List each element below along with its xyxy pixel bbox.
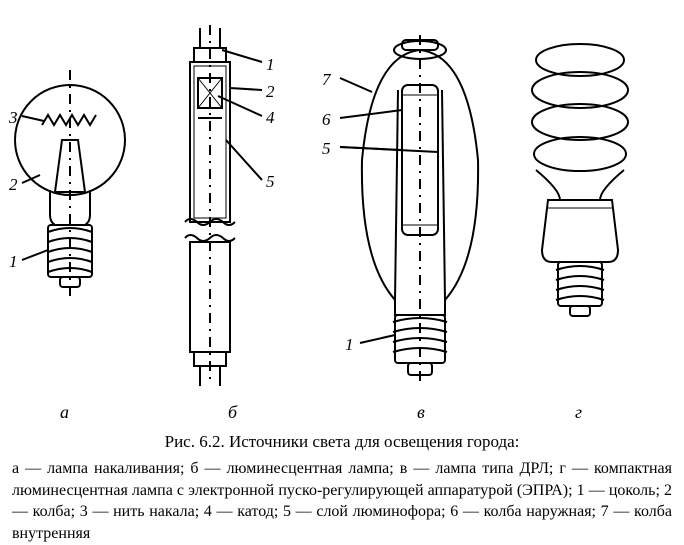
variant-label-v: в [417,402,425,423]
lamps-diagram [0,0,684,430]
callout-v-7: 7 [322,70,331,90]
variant-label-g: г [575,402,582,423]
figure-caption: Рис. 6.2. Источники света для освещения … [0,432,684,452]
figure-legend: а — лампа накаливания; б — люминесцентна… [12,458,672,544]
callout-b-1: 1 [266,55,275,75]
callout-a-3: 3 [9,108,18,128]
lamp-fluorescent-tube [185,25,262,386]
callout-v-1: 1 [345,335,354,355]
callout-a-1: 1 [9,252,18,272]
variant-label-a: а [60,402,69,423]
lamp-drl [340,35,478,385]
callout-v-6: 6 [322,110,331,130]
lamp-incandescent [15,70,125,300]
lamp-cfl [532,44,628,316]
callout-b-5: 5 [266,172,275,192]
legend-text: а — лампа накаливания; б — люминесцентна… [12,460,672,542]
callout-a-2: 2 [9,175,18,195]
callout-v-5: 5 [322,139,331,159]
callout-b-2: 2 [266,82,275,102]
callout-b-4: 4 [266,108,275,128]
variant-label-b: б [228,402,237,423]
